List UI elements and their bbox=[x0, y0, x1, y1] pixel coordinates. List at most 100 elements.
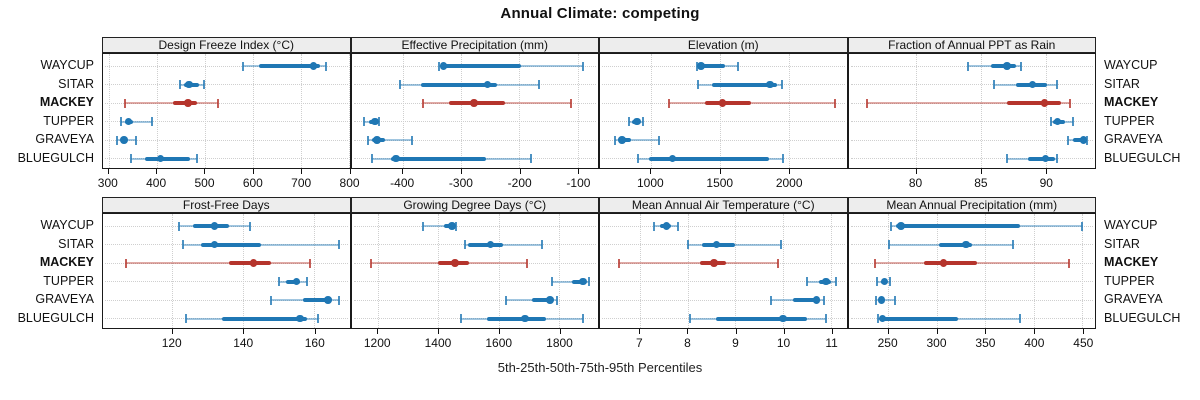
whisker-cap bbox=[1049, 117, 1052, 126]
row-guide bbox=[850, 121, 1093, 122]
x-tick bbox=[687, 329, 689, 334]
whisker-cap bbox=[780, 80, 783, 89]
whisker-cap bbox=[805, 277, 808, 286]
whisker-cap bbox=[463, 240, 466, 249]
median-dot bbox=[546, 296, 554, 304]
x-tick-label: 2000 bbox=[775, 176, 803, 190]
x-tick bbox=[650, 169, 652, 174]
whisker-cap bbox=[641, 117, 644, 126]
bar-25-75 bbox=[1006, 101, 1062, 105]
x-tick bbox=[349, 169, 351, 174]
whisker-cap bbox=[834, 277, 837, 286]
median-dot bbox=[470, 99, 478, 107]
x-tick-label: 350 bbox=[975, 336, 996, 350]
whisker-cap bbox=[363, 117, 366, 126]
whisker-cap bbox=[696, 80, 699, 89]
median-dot bbox=[371, 117, 379, 126]
whisker-cap bbox=[525, 258, 528, 268]
whisker-cap bbox=[777, 258, 780, 268]
whisker-cap bbox=[569, 98, 572, 108]
x-gridline bbox=[252, 54, 254, 168]
x-tick bbox=[402, 169, 404, 174]
bar-25-75 bbox=[391, 156, 487, 161]
station-label-right: BLUEGULCH bbox=[1104, 310, 1181, 325]
row-guide bbox=[105, 262, 348, 264]
x-gridline bbox=[830, 214, 832, 328]
whisker-cap bbox=[540, 240, 543, 249]
whisker-cap bbox=[125, 258, 128, 268]
median-dot bbox=[812, 296, 821, 304]
x-gridline bbox=[1082, 214, 1084, 328]
panel-strip: Fraction of Annual PPT as Rain bbox=[847, 37, 1096, 53]
whisker-5-95 bbox=[124, 102, 218, 104]
median-dot bbox=[618, 136, 626, 144]
x-gridline bbox=[498, 214, 500, 328]
median-dot bbox=[939, 259, 948, 267]
x-tick bbox=[460, 169, 462, 174]
bar-25-75 bbox=[1027, 156, 1055, 161]
x-tick-label: -300 bbox=[448, 176, 473, 190]
x-gridline bbox=[888, 214, 890, 328]
x-tick bbox=[936, 329, 938, 334]
whisker-cap bbox=[151, 117, 154, 126]
whisker-cap bbox=[367, 135, 370, 145]
whisker-cap bbox=[556, 295, 559, 305]
whisker-cap bbox=[894, 295, 897, 305]
whisker-cap bbox=[337, 295, 340, 305]
bar-25-75 bbox=[145, 156, 191, 161]
x-tick-label: 7 bbox=[636, 336, 643, 350]
whisker-cap bbox=[277, 277, 280, 286]
whisker-cap bbox=[686, 240, 689, 249]
whisker-cap bbox=[325, 61, 328, 71]
bar-25-75 bbox=[699, 64, 726, 68]
x-gridline bbox=[985, 214, 987, 328]
whisker-cap bbox=[216, 98, 219, 108]
row-guide bbox=[850, 139, 1093, 141]
row-guide bbox=[850, 65, 1093, 67]
row-guide bbox=[850, 158, 1093, 159]
whisker-cap bbox=[371, 154, 374, 163]
panel-strip: Effective Precipitation (mm) bbox=[350, 37, 599, 53]
median-dot bbox=[210, 222, 219, 230]
x-tick bbox=[301, 169, 303, 174]
median-dot bbox=[249, 259, 258, 267]
x-tick bbox=[519, 169, 521, 174]
x-tick-label: 400 bbox=[1024, 336, 1045, 350]
x-gridline bbox=[378, 214, 380, 328]
whisker-5-95 bbox=[126, 262, 311, 264]
row-guide bbox=[353, 225, 596, 227]
whisker-cap bbox=[779, 240, 782, 249]
row-guide bbox=[353, 318, 596, 319]
whisker-cap bbox=[1066, 135, 1069, 145]
panel-elevation-m- bbox=[599, 53, 848, 169]
median-dot bbox=[373, 136, 381, 144]
x-tick-label: 85 bbox=[974, 176, 988, 190]
x-tick bbox=[107, 169, 109, 174]
station-label-right: TUPPER bbox=[1104, 113, 1155, 128]
whisker-5-95 bbox=[866, 102, 1071, 104]
x-tick bbox=[735, 329, 737, 334]
x-gridline bbox=[172, 214, 174, 328]
whisker-5-95 bbox=[368, 139, 412, 141]
x-tick-label: 80 bbox=[908, 176, 923, 190]
whisker-cap bbox=[627, 117, 630, 126]
bar-25-75 bbox=[716, 316, 807, 321]
x-tick bbox=[314, 329, 316, 334]
median-dot bbox=[483, 80, 492, 89]
x-gridline bbox=[936, 214, 938, 328]
row-guide bbox=[353, 299, 596, 301]
x-tick-label: 90 bbox=[1039, 176, 1053, 190]
whisker-cap bbox=[874, 295, 877, 305]
whisker-cap bbox=[1020, 61, 1023, 71]
bar-25-75 bbox=[303, 298, 332, 302]
x-tick-label: 300 bbox=[926, 336, 947, 350]
station-label-right: GRAVEYA bbox=[1104, 292, 1163, 306]
x-tick-label: 1200 bbox=[363, 336, 391, 350]
x-gridline bbox=[735, 214, 737, 328]
bar-25-75 bbox=[200, 242, 261, 247]
median-dot bbox=[486, 240, 495, 249]
whisker-cap bbox=[537, 80, 540, 89]
x-tick-label: 8 bbox=[684, 336, 691, 350]
x-gridline bbox=[348, 54, 350, 168]
whisker-cap bbox=[370, 258, 373, 268]
